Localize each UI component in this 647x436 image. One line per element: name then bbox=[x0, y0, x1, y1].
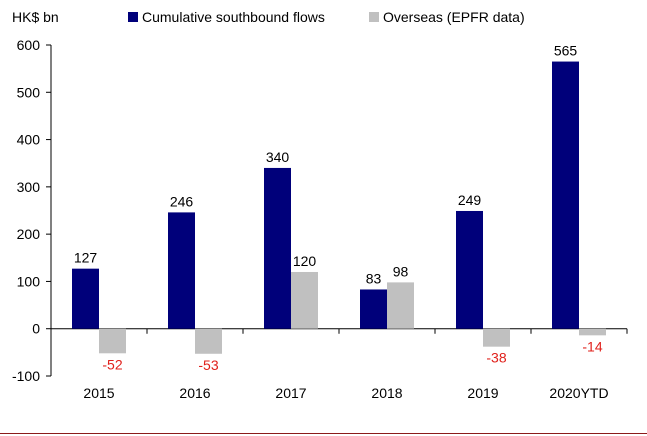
bar-southbound bbox=[72, 268, 99, 329]
y-tick-label: 600 bbox=[17, 37, 41, 53]
bar-overseas bbox=[291, 271, 318, 329]
bottom-rule bbox=[0, 433, 647, 434]
legend-swatch-southbound bbox=[128, 12, 138, 22]
y-axis-title: HK$ bn bbox=[12, 9, 59, 25]
data-label: 120 bbox=[293, 253, 317, 269]
bars bbox=[72, 61, 606, 354]
bar-overseas bbox=[579, 328, 606, 336]
x-tick-label: 2016 bbox=[179, 385, 210, 401]
legend: Cumulative southbound flows Overseas (EPF… bbox=[128, 9, 525, 25]
axes: -100 0 100 200 300 400 500 600 bbox=[12, 37, 628, 384]
bar-overseas bbox=[387, 282, 414, 329]
data-labels: 127 246 340 83 249 565 -52 -53 120 98 -38 -14 bbox=[74, 43, 603, 373]
data-label: -14 bbox=[582, 338, 602, 354]
bar-overseas bbox=[483, 328, 510, 347]
y-tick-label: 200 bbox=[17, 226, 41, 242]
x-tick-label: 2020YTD bbox=[549, 385, 608, 401]
x-tick-labels: 2015 2016 2017 2018 2019 2020YTD bbox=[83, 385, 608, 401]
bar-southbound bbox=[552, 61, 579, 329]
data-label: 246 bbox=[170, 193, 194, 209]
data-label: 83 bbox=[366, 270, 382, 286]
bar-southbound bbox=[168, 212, 195, 329]
y-tick-label: 100 bbox=[17, 273, 41, 289]
y-tick-label: 500 bbox=[17, 84, 41, 100]
bar-southbound bbox=[264, 167, 291, 329]
y-tick-label: 300 bbox=[17, 179, 41, 195]
data-label: 249 bbox=[458, 192, 482, 208]
y-tick-label: 400 bbox=[17, 132, 41, 148]
data-label: -53 bbox=[198, 357, 218, 373]
data-label: 340 bbox=[266, 149, 290, 165]
x-tick-label: 2019 bbox=[467, 385, 498, 401]
legend-swatch-overseas bbox=[369, 12, 379, 22]
legend-label: Cumulative southbound flows bbox=[142, 9, 325, 25]
bar-overseas bbox=[99, 328, 126, 354]
data-label: -52 bbox=[102, 356, 122, 372]
data-label: 565 bbox=[554, 43, 578, 59]
bar-southbound bbox=[456, 210, 483, 329]
data-label: 127 bbox=[74, 250, 98, 266]
x-tick-label: 2017 bbox=[275, 385, 306, 401]
y-tick-label: -100 bbox=[12, 368, 40, 384]
bar-southbound bbox=[360, 289, 387, 329]
legend-label: Overseas (EPFR data) bbox=[383, 9, 525, 25]
data-label: 98 bbox=[393, 263, 409, 279]
y-tick-label: 0 bbox=[32, 321, 40, 337]
bar-overseas bbox=[195, 328, 222, 354]
x-tick-label: 2015 bbox=[83, 385, 114, 401]
data-label: -38 bbox=[486, 350, 506, 366]
x-tick-label: 2018 bbox=[371, 385, 402, 401]
